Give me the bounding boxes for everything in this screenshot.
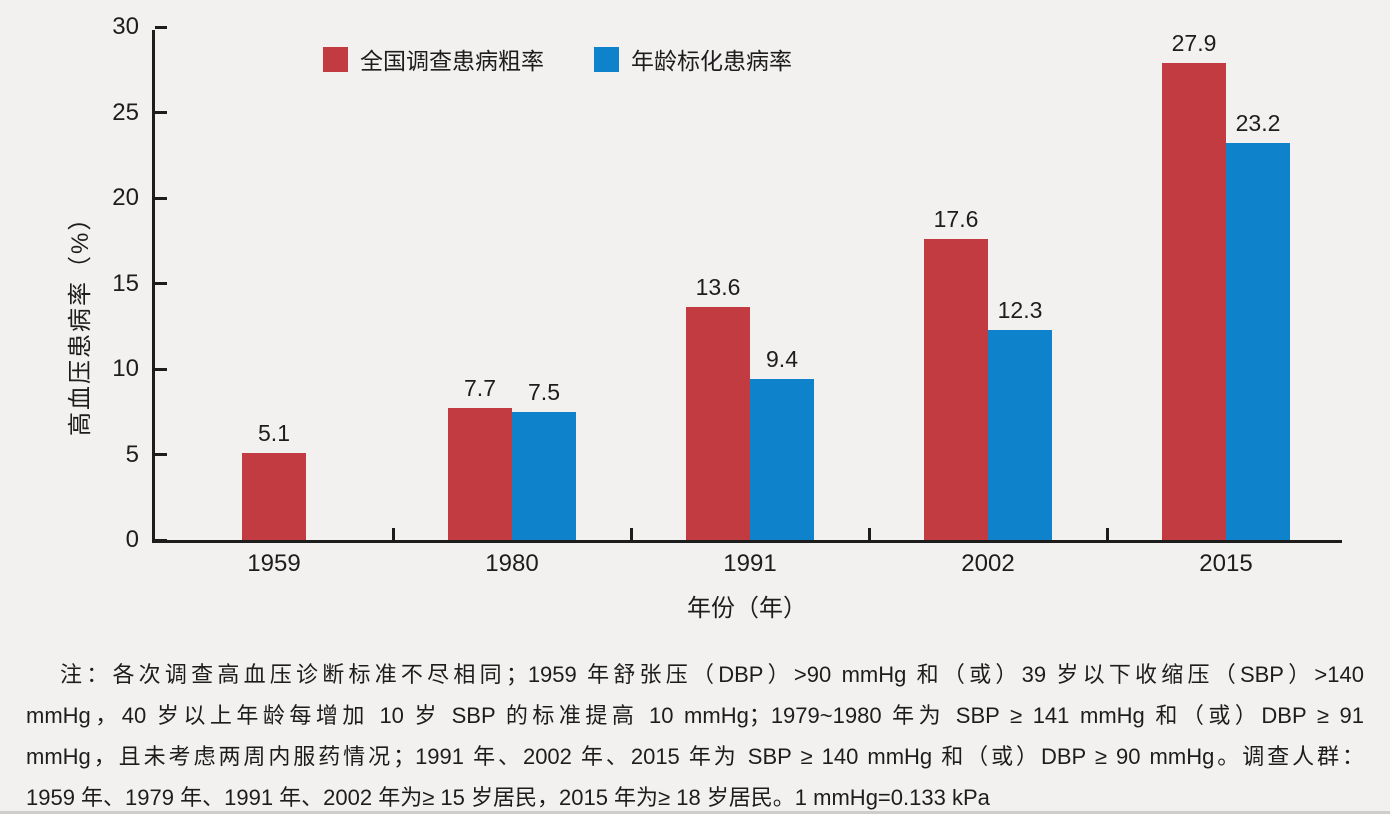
bar-standardized-rate: 7.5 [512,379,576,540]
y-tick-label: 0 [125,526,139,553]
x-axis-tick [391,528,395,540]
legend-item-standardized-rate: 年龄标化患病率 [594,42,792,76]
legend-label-crude-rate: 全国调查患病粗率 [360,48,544,74]
bar-crude-rate: 7.7 [448,375,512,540]
x-axis-title: 年份（年） [687,595,807,622]
footnote: 注：各次调查高血压诊断标准不尽相同；1959 年舒张压（DBP）>90 mmHg… [0,648,1390,811]
x-tick-label: 2015 [1199,550,1253,577]
y-axis-tick [155,282,167,285]
footnote-line: 1959 年、1979 年、1991 年、2002 年为≥ 15 岁居民，201… [26,785,990,810]
legend-item-crude-rate: 全国调查患病粗率 [323,42,544,76]
bar-value-label: 17.6 [933,206,979,233]
bar-value-label: 5.1 [258,419,290,446]
y-tick-label: 20 [112,184,139,211]
bar-value-label: 9.4 [766,346,798,373]
bar-group-2002: 17.6 12.3 [869,30,1107,540]
x-tick-label: 2002 [961,550,1015,577]
bar-chart: 高血压患病率（%） 全国调查患病粗率 年龄标化患病率 0 5 10 15 20 25 30 1… [67,13,1345,622]
legend-label-standardized-rate: 年龄标化患病率 [631,48,792,74]
plot-area: 全国调查患病粗率 年龄标化患病率 0 5 10 15 20 25 30 1959 5.1 1980… [112,13,1345,577]
bar-crude-rate: 5.1 [242,420,306,540]
x-tick-label: 1959 [247,550,301,577]
y-axis-tick [155,111,167,114]
bar-crude-rate: 27.9 [1162,30,1226,540]
bar-standardized-rate: 23.2 [1226,110,1290,540]
bar-standardized-rate: 9.4 [750,346,814,540]
y-axis-tick [155,538,167,542]
bar-crude-rate: 17.6 [924,206,988,540]
x-axis-tick [1105,528,1109,540]
bar-value-label: 23.2 [1235,110,1281,137]
x-tick-label: 1980 [485,550,539,577]
bar-value-label: 7.5 [528,378,560,405]
y-tick-label: 15 [112,269,139,297]
legend-swatch-blue-icon [594,46,619,72]
bar-group-1991: 13.6 9.4 [631,30,869,540]
y-tick-label: 10 [112,355,139,382]
y-axis-tick [155,196,167,200]
bar-value-label: 7.7 [464,375,496,402]
y-axis-tick [155,453,167,456]
bar-value-label: 13.6 [695,274,741,301]
y-tick-label: 30 [112,13,139,40]
footnote-line: mmHg，40 岁以上年龄每增加 10 岁 SBP 的标准提高 10 mmHg；… [26,703,1364,728]
y-axis-tick [155,25,167,29]
y-axis-tick [155,367,167,371]
legend: 全国调查患病粗率 年龄标化患病率 [323,42,792,76]
bar-group-1959: 5.1 [155,30,393,540]
x-axis-tick [629,528,633,540]
y-axis-title: 高血压患病率（%） [67,204,94,436]
y-tick-label: 5 [125,440,139,468]
legend-swatch-red-icon [323,46,348,72]
bar-value-label: 12.3 [997,296,1043,323]
x-tick-label: 1991 [723,550,777,577]
bar-group-1980: 7.7 7.5 [393,30,631,540]
bar-standardized-rate: 12.3 [988,297,1052,540]
x-axis-tick [867,528,871,540]
footnote-line: 注：各次调查高血压诊断标准不尽相同；1959 年舒张压（DBP）>90 mmHg… [60,662,1364,687]
bar-crude-rate: 13.6 [686,274,750,540]
footnote-line: mmHg，且未考虑两周内服药情况；1991 年、2002 年、2015 年为 S… [26,744,1364,769]
bar-group-2015: 27.9 23.2 [1107,30,1345,540]
y-tick-label: 25 [112,98,139,126]
bar-value-label: 27.9 [1171,29,1217,56]
